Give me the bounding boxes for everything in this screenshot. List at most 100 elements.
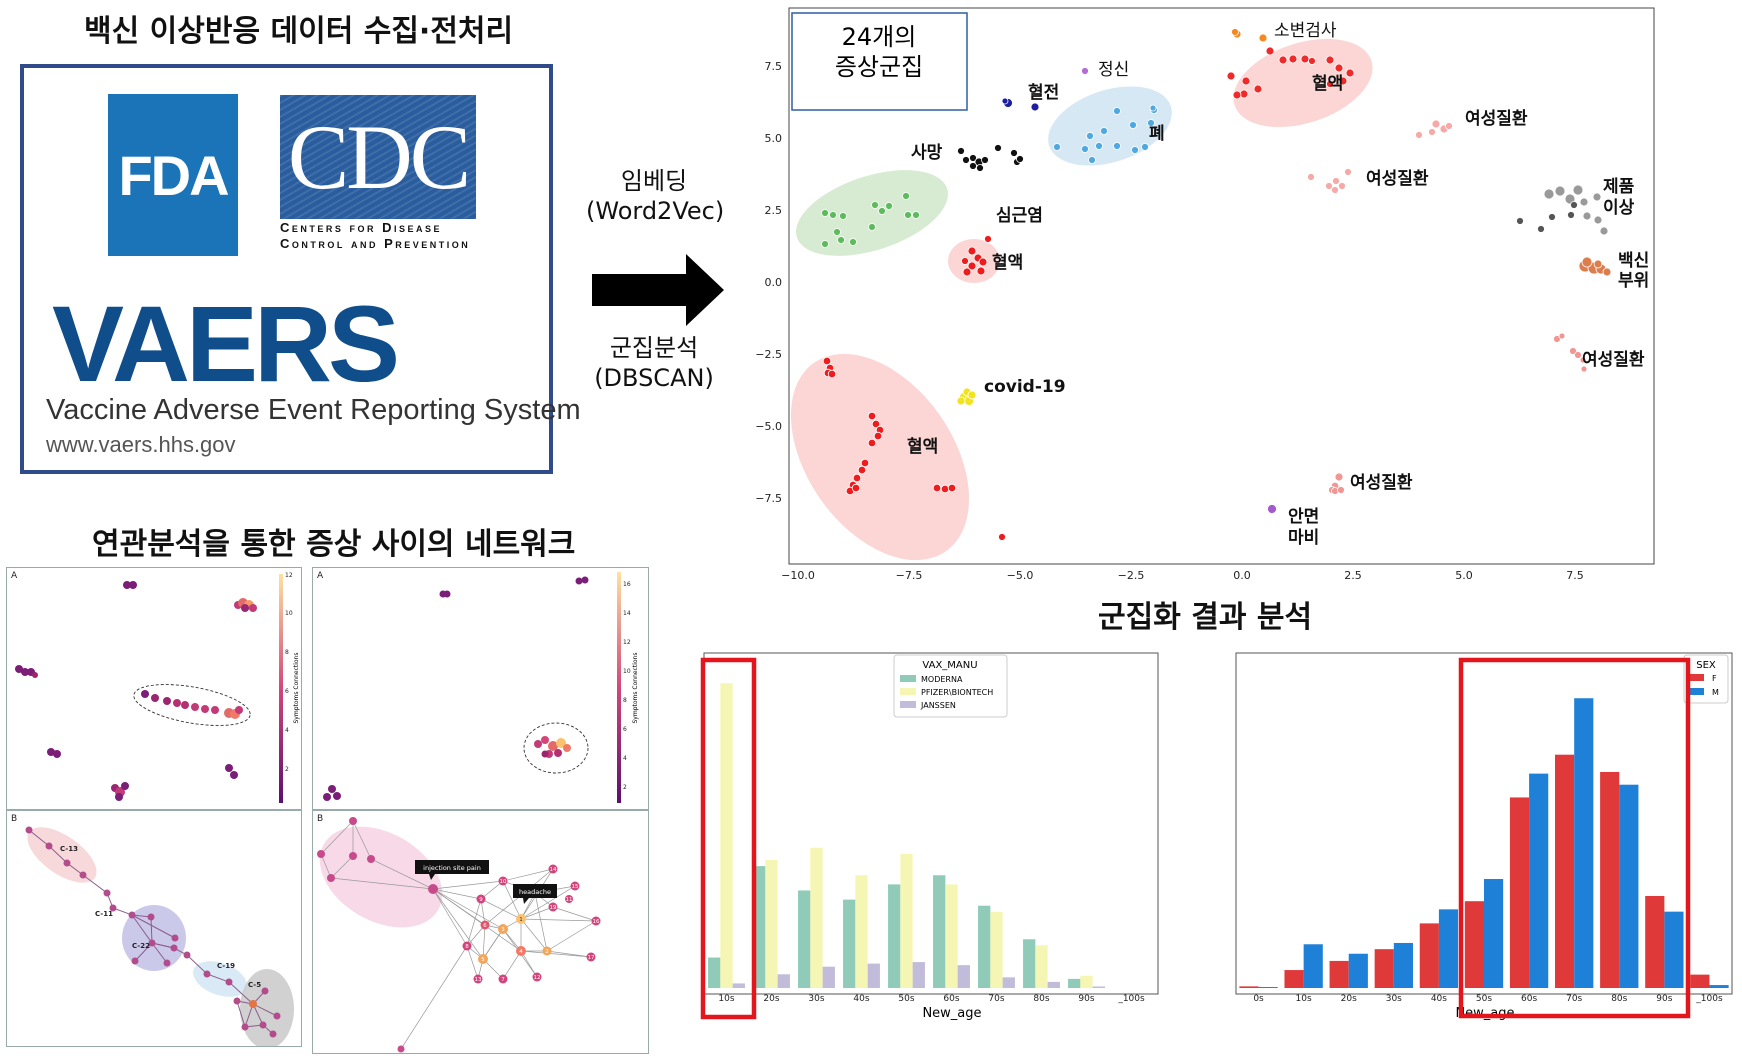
node-number: 8 <box>465 944 469 950</box>
bar-janssen-30s <box>822 966 835 988</box>
label-blood-mid: 혈액 <box>992 252 1023 273</box>
network-panel-b-left: B C-13 C-11 C-22 <box>6 810 302 1047</box>
manufacturer-x-label: New_age <box>922 1006 981 1021</box>
bar-moderna-90s <box>1068 978 1081 988</box>
bar-janssen-60s <box>957 965 970 988</box>
legend-pfizer: PFIZER\BIONTECH <box>921 688 993 697</box>
network-panel-a-left: A 12 10 8 6 4 2 Symptoms <box>6 567 302 810</box>
embedding-label: 임베딩 (Word2Vec) <box>586 166 725 226</box>
label-death: 사망 <box>911 143 943 163</box>
x-tick-label: _100s <box>1117 994 1145 1004</box>
bar-moderna-80s <box>1023 939 1036 988</box>
y-tick: 7.5 <box>765 60 783 73</box>
bar-moderna-40s <box>843 899 856 988</box>
node-number: 13 <box>475 977 482 983</box>
panel-letter-a: A <box>11 571 18 581</box>
label-female-3: 여성질환 <box>1582 349 1645 370</box>
network-nodes-a-left <box>15 581 257 801</box>
sex-legend: SEX F M <box>1683 654 1729 704</box>
cbar-tick: 10 <box>623 668 631 675</box>
y-tick: −5.0 <box>755 420 782 433</box>
bar-m-10s <box>1303 944 1323 988</box>
sex-bar-chart: 0s 10s 20s 30s 40s 50s 60s 70s 80s 90s _100s New_a… <box>1235 652 1733 1021</box>
cbar-tick: 12 <box>285 572 293 579</box>
x-tick-label: 30s <box>808 994 824 1004</box>
label-myocarditis: 심근염 <box>996 206 1043 226</box>
x-tick-label: 40s <box>853 994 869 1004</box>
colorbar-ticks-a-right: 16 14 12 10 8 6 4 2 <box>623 581 631 791</box>
numbered-nodes: 14 10 15 18 9 19 3 1 16 6 4 2 5 12 17 8 … <box>462 864 601 984</box>
node-number: 7 <box>501 977 505 983</box>
cluster-blob-c5 <box>240 969 294 1046</box>
clustering-label: 군집분석 (DBSCAN) <box>586 333 722 393</box>
tooltip-injection-site-pain: injection site pain <box>415 860 489 880</box>
x-tick: −7.5 <box>896 569 923 582</box>
cluster-label: C-19 <box>217 962 235 970</box>
bar-janssen-50s <box>912 962 925 988</box>
sex-x-ticks: 0s 10s 20s 30s 40s 50s 60s 70s 80s 90s _100s <box>1253 994 1723 1004</box>
dashed-cluster-outline <box>133 684 251 726</box>
embedding-method: (Word2Vec) <box>586 197 725 225</box>
bar-f-90s <box>1645 895 1665 988</box>
dashed-cluster-outline-right <box>523 722 589 774</box>
clustering-text: 군집분석 <box>609 334 699 362</box>
bar-janssen-80s <box>1047 981 1060 988</box>
bar-f-40s <box>1419 923 1439 988</box>
network-heading: 연관분석을 통한 증상 사이의 네트워크 <box>92 527 576 562</box>
node-number: 19 <box>550 905 557 911</box>
cluster-blob-c13 <box>27 827 97 883</box>
x-tick: 5.0 <box>1455 569 1473 582</box>
x-axis-ticks: −10.0 −7.5 −5.0 −2.5 0.0 2.5 5.0 7.5 <box>781 569 1584 582</box>
x-tick: 7.5 <box>1566 569 1584 582</box>
cluster-result-heading: 군집화 결과 분석 <box>1098 600 1313 635</box>
node-number: 4 <box>519 949 523 955</box>
label-covid: covid-19 <box>984 377 1066 397</box>
bar-m-30s <box>1393 942 1413 988</box>
cdc-logo: CDC <box>280 95 476 219</box>
node-number: 11 <box>566 897 573 903</box>
manufacturer-bars <box>708 683 1105 988</box>
bar-janssen-40s <box>867 963 880 988</box>
sex-x-label: New_age <box>1455 1006 1514 1021</box>
bar-pfizer-biontech-20s <box>765 860 778 988</box>
cbar-tick: 2 <box>285 766 289 773</box>
scatter-labels: 소변검사 정신 혈액 혈전 여성질환 사망 폐 여성질환 제품 이상 심근염 혈… <box>907 21 1649 548</box>
x-tick-label: 30s <box>1386 994 1402 1004</box>
clustering-method: (DBSCAN) <box>594 364 714 392</box>
bar-pfizer-biontech-80s <box>1035 945 1048 988</box>
x-tick-label: _100s <box>1695 994 1723 1004</box>
legend-swatch-female <box>1688 674 1704 681</box>
bar-m-50s <box>1484 879 1504 988</box>
y-axis-ticks: 7.5 5.0 2.5 0.0 −2.5 −5.0 −7.5 <box>755 60 782 505</box>
legend-swatch-janssen <box>900 701 916 708</box>
cluster-label: C-22 <box>132 942 150 950</box>
bar-moderna-30s <box>798 890 811 988</box>
bar-m-80s <box>1619 784 1639 988</box>
highlight-10s-box <box>700 657 757 1020</box>
cluster-count-line1: 24개의 <box>842 23 917 51</box>
legend-moderna: MODERNA <box>921 675 963 684</box>
bar-f-50s <box>1464 901 1484 988</box>
colorbar-ticks-a-left: 12 10 8 6 4 2 <box>285 572 293 773</box>
bar-janssen-20s <box>777 974 790 988</box>
cbar-tick: 12 <box>623 639 631 646</box>
scatter-points <box>821 28 1612 541</box>
cluster-ellipse-blood-top <box>1233 38 1373 128</box>
bar-moderna-10s <box>708 957 721 988</box>
x-tick: 0.0 <box>1233 569 1251 582</box>
bar-pfizer-biontech-90s <box>1080 975 1093 988</box>
bar-m-20s <box>1348 953 1368 988</box>
node-number: 17 <box>588 955 595 961</box>
x-tick-label: 60s <box>1521 994 1537 1004</box>
x-tick: 2.5 <box>1344 569 1362 582</box>
bar-moderna-50s <box>888 884 901 988</box>
cbar-tick: 10 <box>285 610 293 617</box>
collection-heading: 백신 이상반응 데이터 수집·전처리 <box>84 14 514 49</box>
x-tick-label: 50s <box>1476 994 1492 1004</box>
cdc-logo-text: CDC <box>287 106 471 208</box>
cluster-labels-b: C-13 C-11 C-22 C-19 C-5 <box>60 845 261 989</box>
bar-janssen-90s <box>1092 986 1105 988</box>
label-blood-low: 혈액 <box>907 436 938 457</box>
network-nodes-b-right <box>317 817 438 1053</box>
node-number: 3 <box>501 927 505 933</box>
